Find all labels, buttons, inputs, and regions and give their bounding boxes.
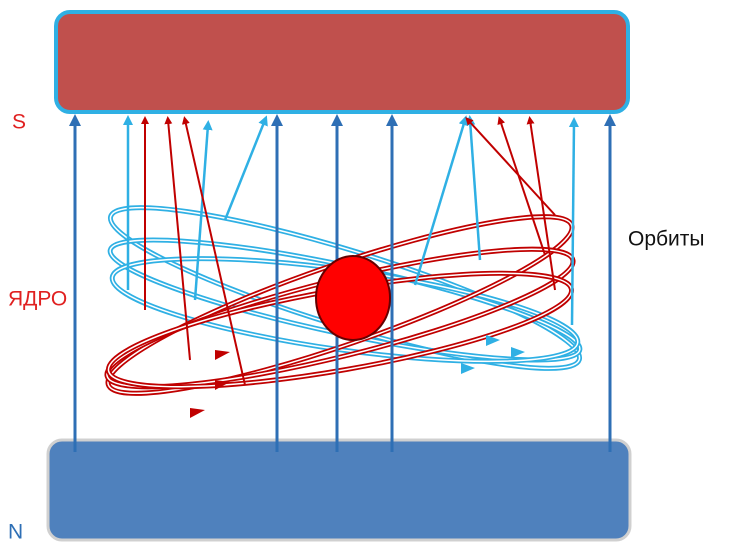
orbit-arrow [461,363,475,374]
orbit-arrow [486,335,500,346]
north-label: N [8,521,23,544]
field-line-light [568,117,579,326]
orbit-arrow [215,380,230,390]
field-line-light [193,120,213,301]
field-line-red [465,117,556,216]
field-line-red [526,116,556,291]
south-label: S [12,111,26,134]
orbit-arrow [190,408,205,418]
field-line-red [181,116,246,386]
field-line-light [223,115,268,221]
orbit-arrow [215,350,230,360]
core-label: ЯДРО [8,288,67,311]
field-line-red [497,116,546,256]
core-sphere [315,255,391,341]
orbits-label: Орбиты [628,228,704,251]
orbit-arrow [511,347,525,358]
south-pole-magnet [54,10,630,114]
field-line-light [413,115,469,286]
field-line-red [164,116,191,361]
north-pole-magnet [46,438,632,542]
field-line-light [465,115,482,261]
